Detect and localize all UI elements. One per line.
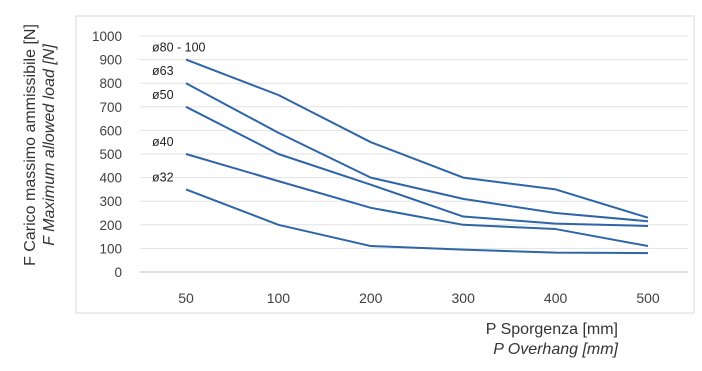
series-labels: ø80 - 100 ø63 ø50 ø40 ø32: [152, 41, 206, 185]
y-tick-label: 200: [99, 218, 122, 233]
series-label: ø63: [152, 64, 174, 78]
x-axis-label-en: P Overhang [mm]: [493, 341, 618, 358]
y-tick-label: 600: [99, 123, 122, 138]
y-axis-label: F Carico massimo ammissibile [N] F Maxim…: [0, 0, 80, 290]
series-label: ø32: [152, 170, 174, 184]
x-tick-label: 200: [359, 290, 383, 306]
series-line-4: [185, 188, 649, 255]
series-line-0: [185, 58, 649, 219]
y-axis-ticks: 0 100 200 300 400 500 600 700 800 900 1000: [92, 29, 122, 280]
series-lines: [185, 58, 649, 255]
y-tick-label: 700: [99, 100, 122, 115]
y-tick-label: 1000: [92, 29, 122, 44]
y-tick-label: 500: [99, 147, 122, 162]
x-tick-label: 400: [544, 290, 568, 306]
series-line-3: [185, 153, 649, 248]
series-label: ø80 - 100: [152, 41, 206, 55]
x-axis-label: P Sporgenza [mm] P Overhang [mm]: [440, 320, 618, 360]
plot-frame: [75, 15, 695, 314]
series-label: ø40: [152, 135, 174, 149]
series-label: ø50: [152, 88, 174, 102]
y-axis-label-it: F Carico massimo ammissibile [N]: [22, 24, 39, 266]
series-line-2: [185, 105, 649, 227]
x-tick-label: 50: [178, 290, 194, 306]
x-tick-label: 300: [452, 290, 476, 306]
y-tick-label: 300: [99, 194, 122, 209]
x-axis-ticks: 50 100 200 300 400 500: [178, 290, 660, 306]
x-tick-label: 500: [636, 290, 660, 306]
gridlines: [140, 35, 688, 273]
series-line-1: [185, 82, 649, 223]
x-tick-label: 100: [267, 290, 291, 306]
y-axis-label-en: F Maximum allowed load [N]: [41, 44, 58, 246]
y-tick-label: 100: [99, 241, 122, 256]
y-tick-label: 800: [99, 76, 122, 91]
x-axis-label-it: P Sporgenza [mm]: [485, 321, 618, 338]
y-tick-label: 400: [99, 171, 122, 186]
y-tick-label: 0: [114, 265, 122, 280]
y-tick-label: 900: [99, 53, 122, 68]
